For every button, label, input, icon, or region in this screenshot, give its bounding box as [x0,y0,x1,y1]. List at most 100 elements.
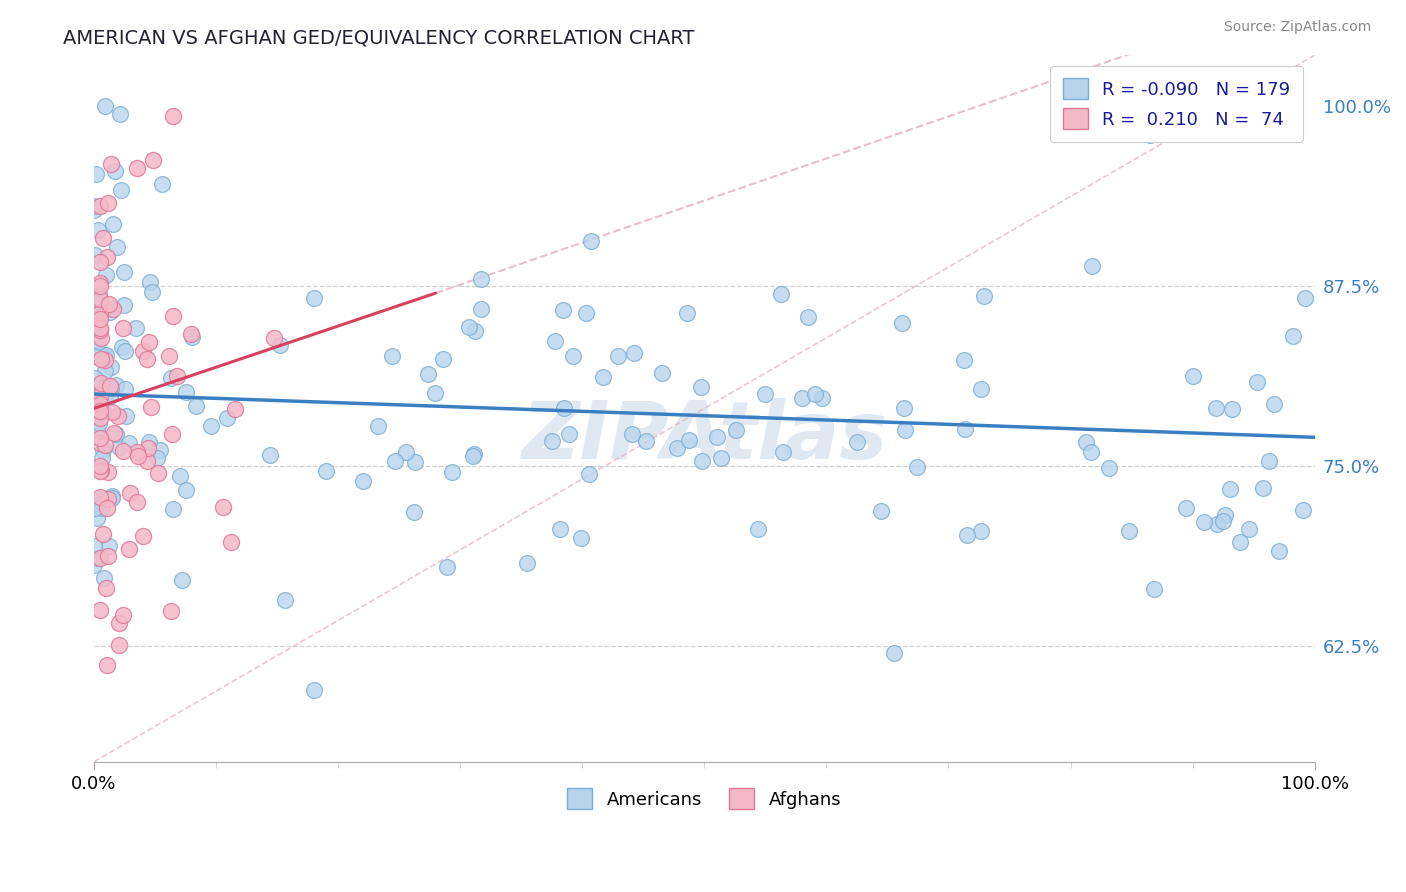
Point [136,352,159,367]
Point [93,364,115,378]
Point [89,458,111,473]
Point [562,350,585,364]
Point [98,539,121,553]
Text: Source: ZipAtlas.com: Source: ZipAtlas.com [1223,20,1371,34]
Point [575,306,598,320]
Point [973,289,995,303]
Point [107,239,129,253]
Point [86,423,108,437]
Point [166,368,188,383]
Point [1268,543,1291,558]
Point [112,298,135,312]
Point [114,382,136,396]
Point [83,202,105,217]
Point [87,287,110,301]
Point [1081,259,1104,273]
Point [89,276,111,290]
Point [623,346,645,360]
Point [302,291,325,305]
Point [96,658,118,673]
Point [470,271,492,285]
Point [87,551,110,566]
Point [200,418,222,433]
Point [690,454,713,468]
Point [91,500,114,515]
Point [170,573,193,587]
Point [1098,461,1121,475]
Point [83,558,105,573]
Point [1194,515,1216,529]
Point [1292,503,1315,517]
Point [100,381,122,395]
Point [87,334,110,349]
Point [180,327,202,342]
Point [83,199,105,213]
Point [440,465,463,479]
Point [541,434,564,448]
Point [101,405,124,419]
Point [470,302,492,317]
Point [107,440,129,454]
Point [636,434,658,448]
Point [89,321,111,335]
Point [89,305,111,319]
Point [1251,482,1274,496]
Point [259,448,281,462]
Point [89,403,111,417]
Point [569,532,592,546]
Point [90,376,112,391]
Point [96,348,118,362]
Point [181,330,204,344]
Point [1213,508,1236,523]
Point [107,409,129,424]
Point [160,371,183,385]
Point [83,493,105,508]
Point [665,442,688,456]
Point [404,505,426,519]
Point [384,454,406,468]
Point [96,250,118,264]
Point [724,423,747,437]
Point [162,309,184,323]
Point [93,571,115,585]
Point [548,522,571,536]
Point [87,388,110,402]
Point [105,427,128,442]
Point [162,109,184,123]
Point [93,438,115,452]
Point [797,310,820,325]
Point [219,534,242,549]
Text: AMERICAN VS AFGHAN GED/EQUIVALENCY CORRELATION CHART: AMERICAN VS AFGHAN GED/EQUIVALENCY CORRE… [63,29,695,47]
Point [1294,291,1316,305]
Point [1128,98,1150,112]
Point [94,391,117,405]
Point [90,463,112,477]
Point [184,399,207,413]
Point [84,409,107,423]
Point [952,352,974,367]
Point [315,464,337,478]
Point [84,501,107,516]
Point [706,430,728,444]
Point [1080,445,1102,459]
Point [89,323,111,337]
Point [432,352,454,367]
Point [678,434,700,448]
Point [138,335,160,350]
Point [142,153,165,167]
Point [1206,516,1229,531]
Point [970,524,993,538]
Point [94,98,117,112]
Point [93,348,115,362]
Point [1143,582,1166,596]
Point [90,352,112,367]
Point [578,467,600,481]
Point [97,196,120,211]
Point [89,411,111,425]
Point [98,297,121,311]
Point [139,275,162,289]
Point [651,366,673,380]
Point [93,405,115,419]
Point [352,474,374,488]
Point [83,539,105,553]
